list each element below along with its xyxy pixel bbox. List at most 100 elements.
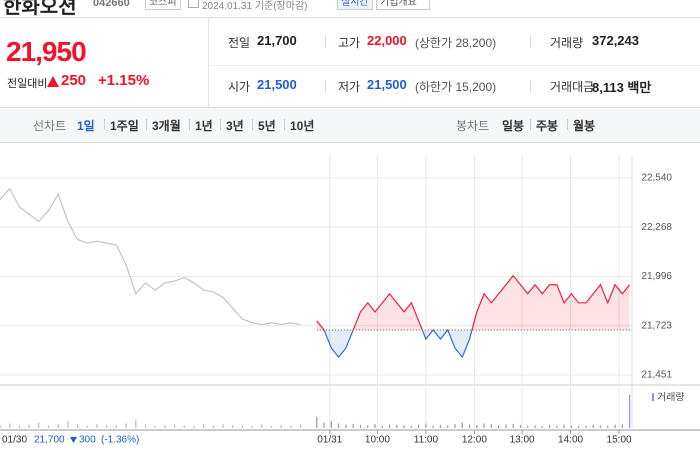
- divider: [325, 80, 326, 92]
- volume-bar: [67, 421, 69, 428]
- volume-legend: 거래량: [657, 392, 685, 404]
- volume-bar: [86, 425, 88, 428]
- volume-bar: [381, 425, 383, 428]
- volume-bar: [512, 423, 514, 428]
- divider: [208, 65, 700, 66]
- volume-bar: [280, 424, 282, 428]
- summary-label: 거래대금: [550, 80, 595, 94]
- volume-bar: [352, 423, 354, 428]
- volume-bar: [498, 425, 500, 428]
- volume-bar: [47, 425, 50, 428]
- tab-separator: [104, 119, 105, 130]
- volume-bar: [367, 425, 369, 428]
- volume-bar: [316, 416, 318, 428]
- volume-bar: [203, 424, 205, 428]
- footer-rate: (-1.36%): [101, 435, 139, 446]
- volume-bar: [338, 423, 340, 428]
- volume-bar: [9, 423, 11, 428]
- volume-bar: [621, 424, 623, 428]
- volume-bar: [592, 424, 594, 428]
- company-info-button[interactable]: 기업개요: [376, 0, 430, 10]
- divider: [530, 80, 531, 92]
- change-value: 250: [61, 72, 87, 89]
- period-tab[interactable]: 5년: [258, 119, 276, 133]
- volume-bar: [439, 424, 442, 428]
- volume-bar: [599, 425, 602, 428]
- period-tab[interactable]: 3년: [226, 119, 244, 133]
- summary-note: (하한가 15,200): [415, 80, 497, 94]
- volume-bar: [483, 423, 485, 428]
- period-tab[interactable]: 1일: [77, 119, 95, 133]
- volume-bar: [628, 394, 631, 428]
- base-date: 2024.01.31 기준(장마감): [202, 1, 308, 12]
- x-tick-label: 11:00: [414, 435, 439, 446]
- volume-bar: [374, 424, 376, 428]
- volume-bar: [425, 423, 427, 428]
- volume-bar: [534, 425, 536, 428]
- volume-bar: [96, 423, 98, 428]
- volume-bar: [212, 425, 214, 428]
- volume-bar: [548, 424, 551, 428]
- volume-bar: [447, 425, 449, 428]
- summary-value: 21,500: [367, 77, 407, 92]
- up-triangle: [47, 76, 59, 87]
- volume-bar: [323, 422, 325, 428]
- volume-bar: [476, 424, 478, 428]
- calendar-icon: [188, 0, 199, 8]
- line-chart-label: 선차트: [33, 119, 67, 133]
- volume-bar: [418, 424, 420, 428]
- x-tick-label: 12:00: [462, 435, 487, 446]
- volume-legend-swatch: [652, 393, 654, 401]
- stock-name: 한화오션: [3, 0, 77, 18]
- volume-bar: [164, 424, 166, 428]
- volume-bar: [154, 425, 156, 428]
- period-tab[interactable]: 1년: [195, 119, 213, 133]
- y-tick-label: 21,451: [641, 370, 672, 381]
- volume-bar: [18, 425, 20, 428]
- x-tick-label: 13:00: [510, 435, 535, 446]
- period-tab[interactable]: 1주일: [110, 119, 139, 133]
- candle-tab[interactable]: 일봉: [502, 119, 525, 133]
- volume-bar: [556, 425, 558, 428]
- volume-bar: [144, 424, 147, 428]
- tab-separator: [567, 119, 568, 130]
- volume-bar: [330, 421, 332, 428]
- summary-label: 저가: [338, 80, 361, 94]
- y-tick-label: 21,996: [641, 271, 672, 282]
- volume-bar: [432, 425, 434, 428]
- volume-bar: [106, 424, 108, 428]
- divider: [0, 17, 700, 18]
- candle-tab[interactable]: 주봉: [536, 119, 559, 133]
- volume-bar: [563, 424, 565, 428]
- y-tick-label: 22,540: [641, 173, 672, 184]
- candle-tab[interactable]: 월봉: [573, 119, 596, 133]
- divider: [530, 36, 531, 48]
- change-label: 전일대비: [7, 78, 48, 90]
- divider: [208, 18, 209, 107]
- volume-bar: [388, 424, 391, 428]
- period-tab[interactable]: 10년: [290, 119, 315, 133]
- tab-separator: [530, 119, 531, 130]
- summary-note: (상한가 28,200): [415, 36, 497, 50]
- down-area: [324, 329, 472, 358]
- realtime-button[interactable]: 실시간: [337, 0, 373, 10]
- volume-bar: [125, 423, 127, 428]
- summary-label: 전일: [228, 36, 251, 50]
- summary-value: 8,113 백만: [592, 80, 652, 95]
- candle-chart-label: 봉차트: [456, 119, 490, 133]
- current-price: 21,950: [6, 36, 87, 67]
- volume-bar: [193, 426, 195, 428]
- volume-bar: [570, 425, 572, 428]
- volume-bar: [614, 424, 616, 428]
- period-tab[interactable]: 3개월: [152, 119, 181, 133]
- market-badge: 코스피: [145, 0, 181, 10]
- volume-bar: [519, 424, 522, 428]
- volume-bar: [173, 424, 176, 428]
- volume-bar: [57, 424, 59, 428]
- volume-bar: [38, 422, 40, 428]
- footer-price: 21,700: [34, 435, 65, 446]
- volume-bar: [461, 422, 463, 428]
- change-rate: +1.15%: [98, 72, 150, 89]
